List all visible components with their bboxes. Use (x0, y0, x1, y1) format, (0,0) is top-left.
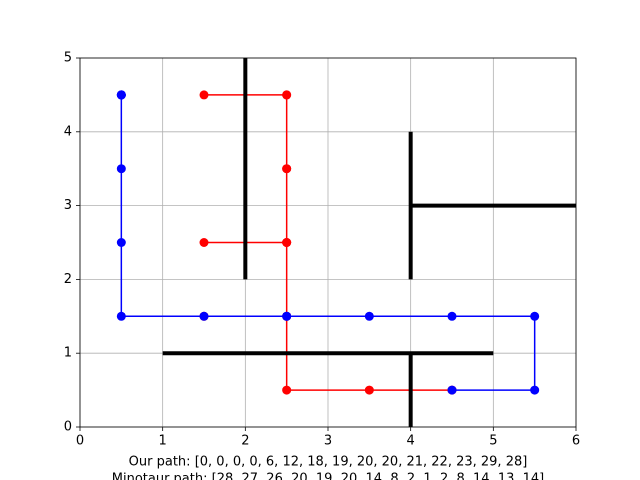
x-tick-label: 1 (159, 434, 167, 449)
path-point (199, 90, 209, 100)
path-point (364, 311, 374, 321)
path-point (282, 385, 292, 395)
x-label-line: Our path: [0, 0, 0, 0, 6, 12, 18, 19, 20… (129, 455, 528, 470)
path-point (447, 385, 457, 395)
y-tick-label: 3 (64, 198, 72, 213)
path-point (116, 164, 126, 174)
path-point (364, 385, 374, 395)
path-point (530, 311, 540, 321)
path-point (530, 385, 540, 395)
y-tick-label: 4 (64, 124, 72, 139)
y-tick-label: 2 (64, 272, 72, 287)
plot-frame (79, 57, 577, 428)
x-tick-label: 2 (241, 434, 249, 449)
x-label: Our path: [0, 0, 0, 0, 6, 12, 18, 19, 20… (112, 455, 545, 480)
path-point (447, 311, 457, 321)
x-tick-label: 4 (407, 434, 415, 449)
y-tick-label: 5 (64, 51, 72, 66)
x-tick-label: 6 (572, 434, 580, 449)
x-label-line: Minotaur path: [28, 27, 26, 20, 19, 20, … (112, 472, 545, 480)
path-point (116, 311, 126, 321)
path-point (116, 238, 126, 247)
path-point (199, 238, 209, 247)
y-tick-label: 1 (64, 346, 72, 361)
path-point (282, 311, 292, 321)
path-point (282, 164, 292, 174)
x-tick-label: 5 (489, 434, 497, 449)
y-tick-label: 0 (64, 420, 72, 435)
path-point (282, 90, 292, 100)
path-point (282, 238, 292, 247)
path-point (199, 311, 209, 321)
x-tick-label: 3 (324, 434, 332, 449)
path-point (116, 90, 126, 100)
x-tick-label: 0 (76, 434, 84, 449)
